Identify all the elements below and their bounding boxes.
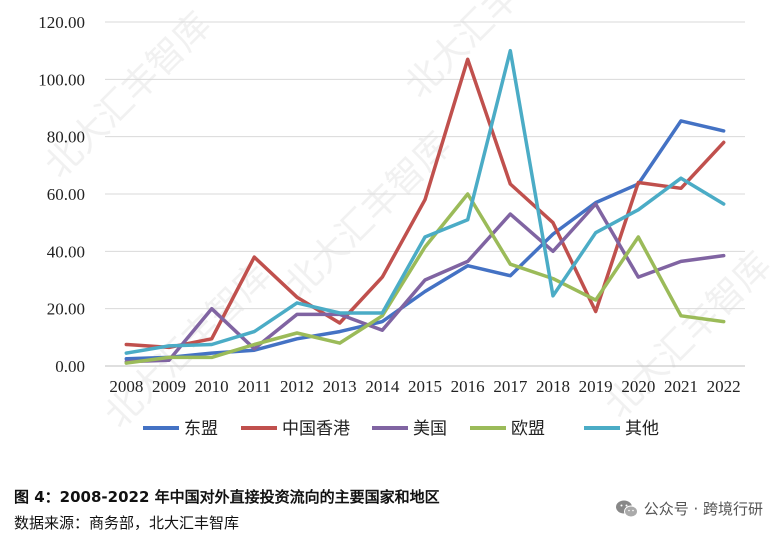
series-line-美国 <box>124 202 726 364</box>
legend-label: 其他 <box>625 419 659 439</box>
wechat-account: 公众号 · 跨境行研 <box>615 498 763 519</box>
wechat-icon <box>615 500 638 517</box>
y-tick-label: 80.00 <box>47 128 85 147</box>
legend: 东盟 中国香港 美国 欧盟 其他 <box>143 419 659 439</box>
x-tick-label: 2014 <box>365 377 400 396</box>
x-axis-ticks: 2008 2009 2010 2011 2012 2013 2014 2015 2016 2017… <box>109 377 740 396</box>
x-tick-label: 2009 <box>152 377 186 396</box>
x-tick-label: 2021 <box>664 377 698 396</box>
wechat-label: 公众号 · 跨境行研 <box>643 500 763 518</box>
legend-label: 中国香港 <box>282 419 350 439</box>
figure-caption: 图 4：2008-2022 年中国对外直接投资流向的主要国家和地区 <box>14 488 440 506</box>
source-note: 数据来源：商务部，北大汇丰智库 <box>14 514 240 532</box>
watermark-text: 北大汇丰智库 <box>397 0 579 106</box>
grid-lines <box>105 21 745 367</box>
y-tick-label: 40.00 <box>47 242 85 261</box>
x-tick-label: 2012 <box>280 377 314 396</box>
series-line-欧盟 <box>124 192 726 365</box>
x-tick-label: 2019 <box>579 377 613 396</box>
x-tick-label: 2022 <box>707 377 741 396</box>
watermark-text: 北大汇丰智库 <box>597 245 779 427</box>
y-tick-label: 120.00 <box>38 13 85 32</box>
x-tick-label: 2008 <box>109 377 143 396</box>
series-lines <box>124 48 726 365</box>
x-tick-label: 2017 <box>493 377 528 396</box>
legend-label: 东盟 <box>184 419 218 439</box>
x-tick-label: 2010 <box>195 377 229 396</box>
y-tick-label: 20.00 <box>47 300 85 319</box>
x-tick-label: 2020 <box>621 377 655 396</box>
series-line-其他 <box>124 48 726 355</box>
y-tick-label: 60.00 <box>47 185 85 204</box>
legend-label: 欧盟 <box>511 419 545 439</box>
x-tick-label: 2011 <box>238 377 271 396</box>
watermark-text: 北大汇丰智库 <box>277 125 459 307</box>
x-tick-label: 2015 <box>408 377 442 396</box>
y-tick-label: 100.00 <box>38 70 85 89</box>
x-tick-label: 2016 <box>451 377 485 396</box>
y-axis-ticks: 0.00 20.00 40.00 60.00 80.00 100.00 120.00 <box>38 13 85 376</box>
y-tick-label: 0.00 <box>55 357 85 376</box>
x-tick-label: 2018 <box>536 377 570 396</box>
legend-label: 美国 <box>413 419 447 439</box>
series-line-中国香港 <box>124 57 726 350</box>
x-tick-label: 2013 <box>323 377 357 396</box>
